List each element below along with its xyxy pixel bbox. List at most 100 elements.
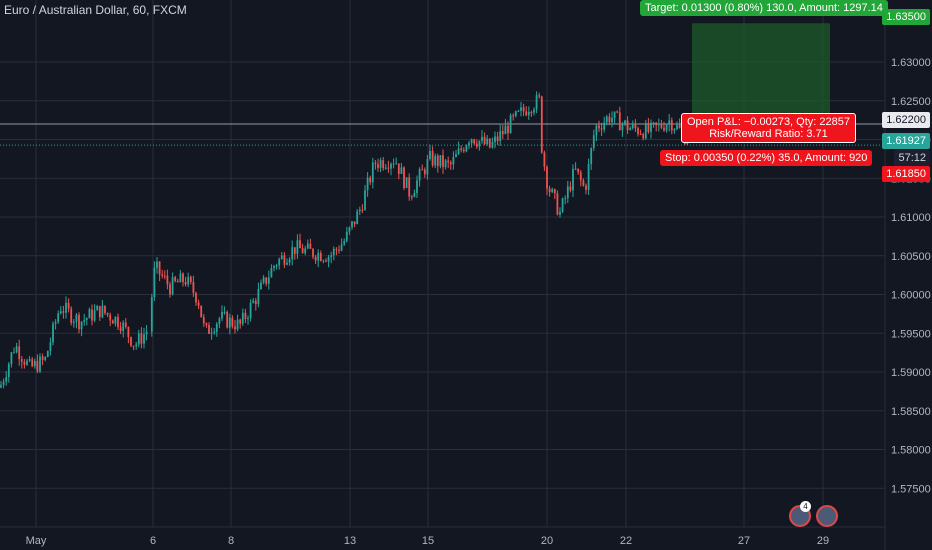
- stop-label: Stop: 0.00350 (0.22%) 35.0, Amount: 920: [660, 150, 873, 166]
- candle-body: [444, 160, 447, 168]
- candle-body: [351, 221, 353, 228]
- chart-grid: [0, 0, 885, 527]
- candle-body: [504, 125, 507, 135]
- candle-body: [473, 139, 476, 144]
- candle-body: [572, 168, 574, 191]
- candle-body: [429, 150, 431, 160]
- candle-body: [202, 317, 205, 324]
- candle-body: [296, 240, 299, 254]
- candle-body: [213, 331, 216, 333]
- candle-body: [569, 186, 572, 191]
- x-tick-label: May: [26, 535, 47, 547]
- candle-body: [197, 302, 200, 306]
- candle-body: [494, 136, 496, 143]
- candle-body: [507, 125, 509, 134]
- candle-body: [278, 259, 281, 266]
- candle-body: [634, 123, 637, 129]
- candle-body: [655, 122, 658, 126]
- candle-body: [668, 120, 671, 125]
- candle-body: [353, 221, 356, 225]
- candle-body: [488, 138, 491, 148]
- candle-body: [387, 167, 390, 169]
- candle-body: [93, 310, 96, 321]
- candle-body: [377, 164, 379, 168]
- candle-body: [442, 155, 444, 168]
- candle-body: [439, 155, 442, 167]
- candle-body: [579, 172, 582, 181]
- candle-body: [127, 326, 130, 338]
- candle-body: [556, 193, 559, 215]
- candle-body: [241, 312, 244, 324]
- candle-body: [124, 322, 127, 327]
- x-tick-label: 29: [817, 535, 829, 547]
- candle-body: [330, 255, 333, 257]
- y-tick-label: 1.58000: [891, 445, 931, 457]
- candle-body: [452, 157, 455, 165]
- candle-body: [663, 127, 665, 131]
- candle-body: [54, 322, 57, 324]
- candle-body: [7, 364, 10, 378]
- candle-body: [642, 134, 645, 139]
- news-avatar[interactable]: [816, 505, 838, 527]
- candle-body: [496, 136, 499, 141]
- candle-body: [605, 116, 608, 123]
- candle-body: [559, 211, 561, 215]
- candle-body: [156, 261, 158, 268]
- candle-body: [465, 145, 468, 152]
- candle-body: [39, 356, 41, 372]
- candle-body: [226, 311, 229, 328]
- candle-body: [624, 120, 626, 124]
- candle-body: [595, 125, 598, 136]
- candle-body: [36, 360, 39, 372]
- candle-body: [109, 314, 112, 321]
- candle-body: [169, 284, 171, 295]
- candle-body: [325, 260, 327, 262]
- candle-body: [486, 138, 489, 145]
- candle-body: [306, 243, 309, 249]
- open-pnl-text: Open P&L: −0.00273, Qty: 22857: [687, 116, 850, 128]
- candle-body: [171, 277, 174, 295]
- y-tick-label: 1.57500: [891, 483, 931, 495]
- candle-body: [460, 148, 463, 150]
- candle-body: [533, 109, 535, 113]
- candle-body: [517, 110, 520, 112]
- candle-body: [135, 344, 138, 347]
- y-tick-label: 1.62500: [891, 96, 931, 108]
- candle-body: [345, 231, 348, 242]
- candle-body: [577, 168, 580, 173]
- candle-body: [447, 160, 450, 163]
- time-scale[interactable]: May 6 8 13 15 20 22 27 29: [26, 535, 830, 547]
- candle-body: [332, 248, 335, 256]
- candle-body: [101, 305, 104, 318]
- candle-body: [371, 162, 374, 183]
- candle-body: [176, 281, 179, 283]
- candle-body: [2, 381, 5, 385]
- candle-body: [592, 135, 595, 149]
- y-tick-label: 1.61000: [891, 212, 931, 224]
- candle-body: [270, 268, 273, 278]
- candle-body: [660, 123, 663, 128]
- x-tick-label: 6: [150, 535, 156, 547]
- candle-body: [647, 123, 650, 132]
- candle-body: [67, 302, 70, 309]
- candle-body: [626, 120, 629, 131]
- entry-price-badge: 1.62200: [882, 112, 930, 128]
- candle-body: [301, 248, 304, 254]
- candle-body: [184, 281, 187, 285]
- candle-body: [267, 277, 270, 284]
- candle-body: [247, 317, 249, 319]
- candle-body: [78, 314, 80, 330]
- candle-body: [75, 314, 78, 322]
- candle-body: [374, 162, 377, 165]
- candle-body: [491, 142, 494, 148]
- target-price-badge: 1.63500: [882, 9, 930, 25]
- candle-body: [26, 360, 28, 365]
- risk-reward-text: Risk/Reward Ratio: 3.71: [709, 128, 828, 140]
- candle-body: [418, 169, 421, 181]
- candle-body: [483, 136, 486, 145]
- candle-body: [449, 162, 452, 165]
- candle-body: [358, 209, 361, 212]
- candle-body: [299, 240, 301, 249]
- candle-body: [244, 312, 247, 319]
